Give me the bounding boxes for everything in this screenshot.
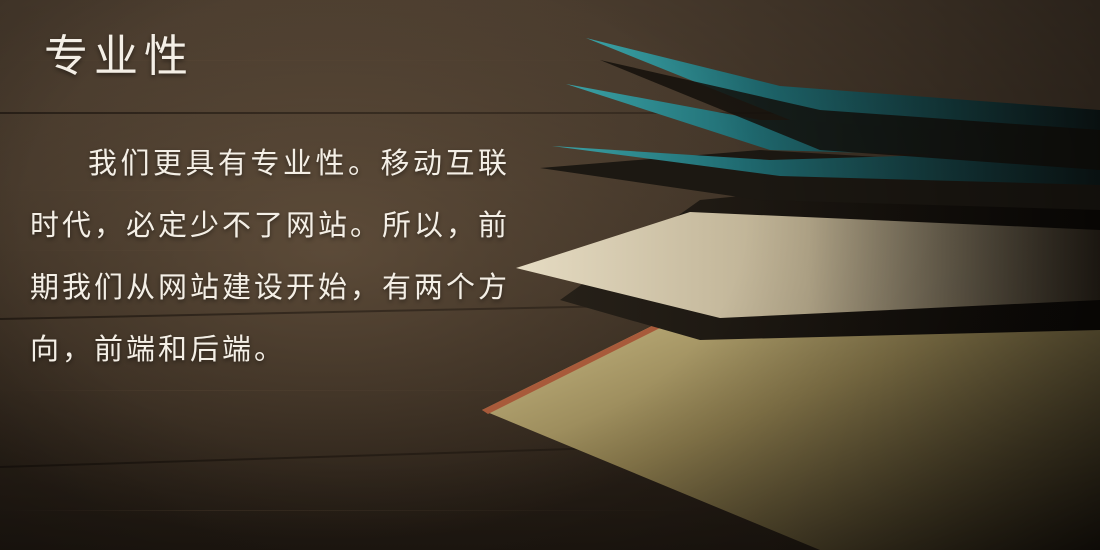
page-title: 专业性	[44, 31, 194, 82]
body-paragraph: 我们更具有专业性。移动互联时代，必定少不了网站。所以，前期我们从网站建设开始，有…	[30, 146, 511, 366]
